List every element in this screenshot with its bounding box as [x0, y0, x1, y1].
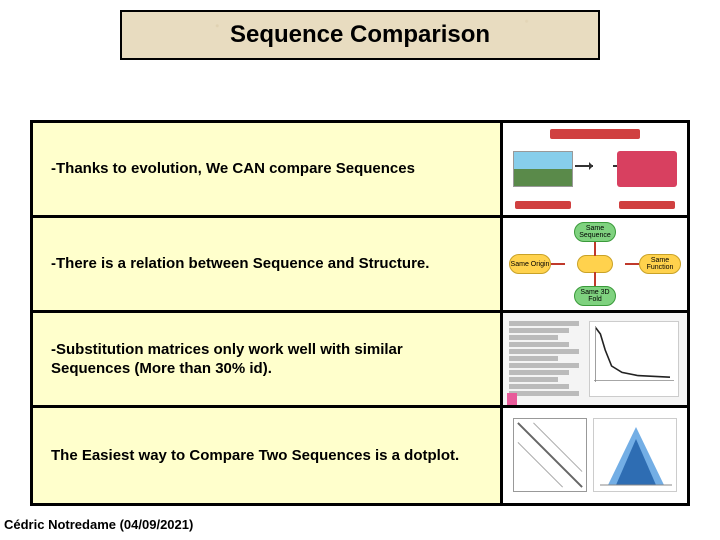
row-text-cell: -Thanks to evolution, We CAN compare Seq… — [33, 123, 503, 215]
row-thumb-evolution — [503, 123, 687, 215]
histogram-icon — [594, 419, 678, 493]
twilight-curve-icon — [594, 326, 674, 382]
title-text: Sequence Comparison — [230, 21, 490, 49]
title-box: Sequence Comparison — [120, 10, 600, 60]
table-row: -Substitution matrices only work well wi… — [33, 313, 687, 408]
dotplot-diagram — [503, 408, 687, 503]
matrix-chart — [503, 313, 687, 405]
footer-author: Cédric Notredame (04/09/2021) — [4, 517, 193, 532]
row-thumb-dotplot — [503, 408, 687, 503]
relation-diagram: Same Sequence Same Origin Same Function … — [503, 218, 687, 310]
row-thumb-relation: Same Sequence Same Origin Same Function … — [503, 218, 687, 310]
row-text: -Substitution matrices only work well wi… — [51, 340, 482, 379]
row-text-cell: The Easiest way to Compare Two Sequences… — [33, 408, 503, 503]
evolution-diagram — [503, 123, 687, 215]
row-text-cell: -Substitution matrices only work well wi… — [33, 313, 503, 405]
row-thumb-matrix — [503, 313, 687, 405]
content-table: -Thanks to evolution, We CAN compare Seq… — [30, 120, 690, 506]
node-center — [577, 255, 613, 273]
node-same-origin: Same Origin — [509, 254, 551, 274]
row-text: The Easiest way to Compare Two Sequences… — [51, 446, 459, 466]
table-row: -There is a relation between Sequence an… — [33, 218, 687, 313]
node-same-sequence: Same Sequence — [574, 222, 616, 242]
table-row: The Easiest way to Compare Two Sequences… — [33, 408, 687, 503]
table-row: -Thanks to evolution, We CAN compare Seq… — [33, 123, 687, 218]
node-same-3d-fold: Same 3D Fold — [574, 286, 616, 306]
node-same-function: Same Function — [639, 254, 681, 274]
row-text: -Thanks to evolution, We CAN compare Seq… — [51, 159, 415, 179]
dotplot-icon — [514, 419, 586, 491]
row-text: -There is a relation between Sequence an… — [51, 254, 429, 274]
row-text-cell: -There is a relation between Sequence an… — [33, 218, 503, 310]
